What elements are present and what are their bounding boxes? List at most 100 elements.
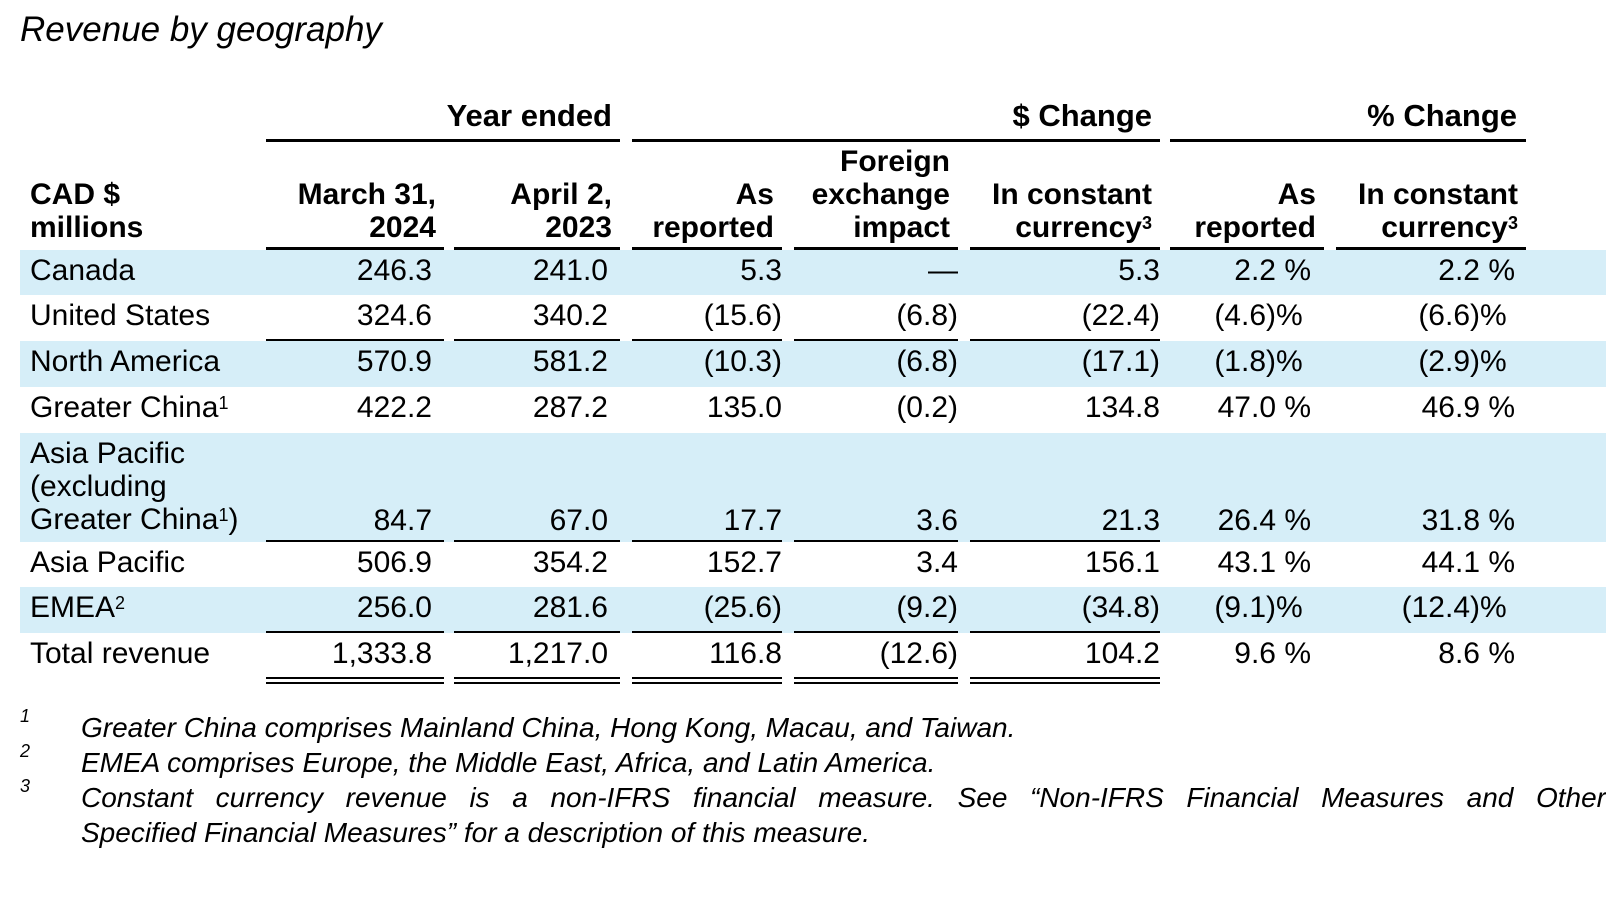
cell-pct-as-reported: 47.0 % — [1217, 391, 1312, 424]
subtotal-rule — [794, 339, 958, 341]
cell-fx: (6.8) — [896, 345, 958, 378]
cell-apr2023: 581.2 — [532, 345, 608, 378]
footnote-text: Greater China comprises Mainland China, … — [81, 712, 1016, 743]
table-row: Asia Pacific (excluding Greater China1) 84.… — [20, 433, 1606, 542]
cell-constant: (17.1) — [1081, 345, 1160, 378]
footnote-text: EMEA comprises Europe, the Middle East, … — [81, 747, 936, 778]
cell-pct-constant: 2.2 % — [1438, 253, 1516, 287]
group-header-pct-change: % Change — [1367, 98, 1517, 133]
cell-pct-as-reported: 2.2 % — [1234, 253, 1312, 287]
cell-pct-constant: 44.1 % — [1421, 545, 1516, 579]
header-rule — [970, 247, 1160, 250]
col-header-pct-as-reported: As reported — [1194, 178, 1316, 244]
total-double-rule — [794, 682, 958, 684]
cell-as-reported: 152.7 — [706, 545, 782, 579]
footnote-number: 2 — [20, 741, 31, 761]
subtotal-rule — [266, 540, 444, 542]
row-label: Canada — [30, 253, 136, 287]
subtotal-rule — [632, 631, 782, 633]
cell-pct-constant: 31.8 % — [1421, 504, 1516, 537]
col-header-mar2024: March 31, 2024 — [297, 178, 436, 244]
subtotal-rule — [454, 540, 620, 542]
cell-fx: (0.2) — [896, 391, 958, 424]
table-row: Canada 246.3 241.0 5.3 — 5.3 2.2 % 2.2 % — [20, 250, 1606, 295]
cell-pct-as-reported: (1.8)% — [1214, 345, 1303, 378]
total-double-rule — [266, 682, 444, 684]
cell-constant: (22.4) — [1081, 299, 1160, 332]
cell-apr2023: 340.2 — [532, 299, 608, 332]
total-double-rule — [632, 682, 782, 684]
col-header-apr2023: April 2, 2023 — [510, 178, 612, 244]
cell-mar2024: 324.6 — [356, 299, 432, 332]
cell-as-reported: 116.8 — [709, 637, 782, 670]
subtotal-rule — [632, 540, 782, 542]
row-label: Asia Pacific — [30, 545, 186, 579]
total-double-rule — [970, 682, 1160, 684]
cell-as-reported: (15.6) — [703, 299, 782, 332]
table-row: United States 324.6 340.2 (15.6) (6.8) (22.4)… — [20, 295, 1606, 341]
cell-apr2023: 281.6 — [532, 591, 608, 624]
cell-pct-constant: 8.6 % — [1438, 637, 1516, 670]
cell-apr2023: 1,217.0 — [507, 637, 608, 670]
table-row: Asia Pacific 506.9 354.2 152.7 3.4 156.1 43.1 … — [20, 542, 1606, 587]
cell-pct-as-reported: 26.4 % — [1217, 504, 1312, 537]
footnote-text: Specified Financial Measures” for a desc… — [81, 817, 871, 848]
header-rule — [266, 247, 444, 250]
footnote-text: Constant currency revenue is a non-IFRS … — [81, 782, 1606, 813]
cell-pct-as-reported: 9.6 % — [1234, 637, 1312, 670]
cell-as-reported: 135.0 — [706, 391, 782, 424]
table-row: EMEA2 256.0 281.6 (25.6) (9.2) (34.8) (9.1)% (1… — [20, 587, 1606, 633]
total-double-rule — [266, 677, 444, 679]
cell-constant: (34.8) — [1081, 591, 1160, 624]
cell-pct-constant: (6.6)% — [1418, 299, 1507, 332]
cell-mar2024: 1,333.8 — [331, 637, 432, 670]
col-header-as-reported: As reported — [652, 178, 774, 244]
total-double-rule — [632, 677, 782, 679]
cell-as-reported: (10.3) — [703, 345, 782, 378]
cell-constant: 134.8 — [1084, 391, 1160, 424]
subtotal-rule — [454, 339, 620, 341]
cell-mar2024: 84.7 — [373, 504, 432, 537]
row-label: North America — [30, 345, 221, 378]
cell-constant: 5.3 — [1118, 253, 1160, 287]
cell-mar2024: 570.9 — [356, 345, 432, 378]
total-double-rule — [454, 682, 620, 684]
row-label: Asia Pacific (excluding Greater China1) — [30, 437, 239, 536]
subtotal-rule — [794, 540, 958, 542]
cell-mar2024: 506.9 — [356, 545, 432, 579]
subtotal-rule — [970, 339, 1160, 341]
table-row: Greater China1 422.2 287.2 135.0 (0.2) 134.8 4… — [20, 387, 1606, 433]
cell-constant: 104.2 — [1084, 637, 1160, 670]
total-double-rule — [454, 677, 620, 679]
subtotal-rule — [970, 540, 1160, 542]
header-rule — [632, 247, 782, 250]
table-row: North America 570.9 581.2 (10.3) (6.8) (17.1)… — [20, 341, 1606, 387]
footnote-number: 3 — [20, 776, 31, 796]
table-row: Total revenue 1,333.8 1,217.0 116.8 (12.6) 10… — [20, 633, 1606, 679]
cell-fx: — — [928, 253, 958, 287]
subtotal-rule — [970, 631, 1160, 633]
rule-pct-change — [1170, 139, 1526, 142]
col-header-constant: In constant currency3 — [991, 178, 1152, 244]
subtotal-rule — [266, 339, 444, 341]
header-rule — [1170, 247, 1324, 250]
footnote-number: 1 — [20, 706, 31, 726]
cell-fx: 3.4 — [916, 545, 958, 579]
cell-mar2024: 422.2 — [356, 391, 432, 424]
row-label: Greater China1 — [30, 391, 229, 424]
cell-pct-constant: (12.4)% — [1401, 591, 1507, 624]
row-label: United States — [30, 299, 211, 332]
cell-fx: (9.2) — [896, 591, 958, 624]
total-double-rule — [970, 677, 1160, 679]
row-label: EMEA2 — [30, 591, 126, 624]
cell-pct-as-reported: (4.6)% — [1214, 299, 1303, 332]
cell-fx: (12.6) — [879, 637, 958, 670]
group-header-year-ended: Year ended — [446, 98, 612, 133]
cell-mar2024: 256.0 — [356, 591, 432, 624]
cell-as-reported: 5.3 — [740, 253, 782, 287]
subtotal-rule — [454, 631, 620, 633]
header-rule — [454, 247, 620, 250]
col-header-fx-impact: Foreign exchange impact — [811, 145, 950, 244]
cell-pct-as-reported: 43.1 % — [1217, 545, 1312, 579]
cell-fx: 3.6 — [916, 504, 958, 537]
